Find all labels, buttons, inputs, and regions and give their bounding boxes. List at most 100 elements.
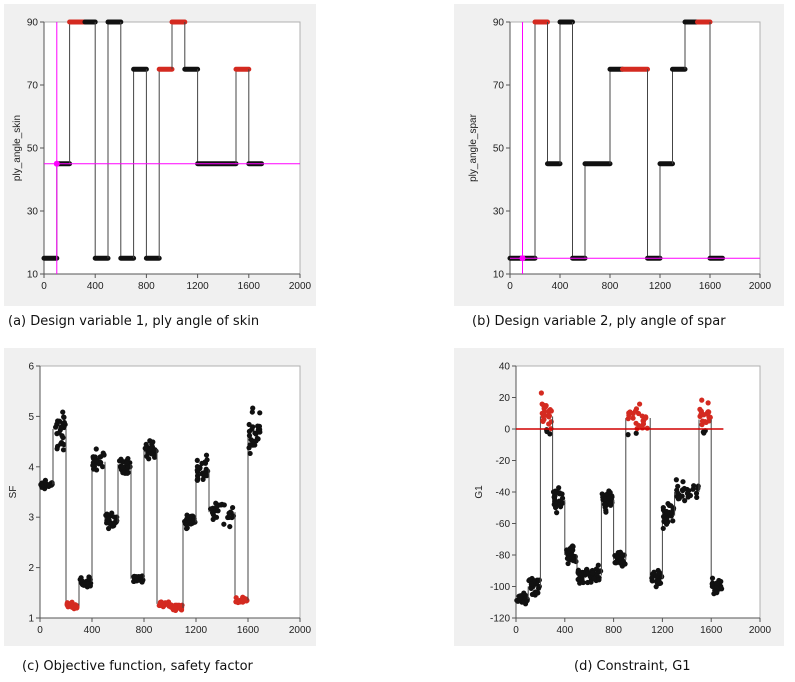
data-point (709, 581, 715, 587)
data-point (69, 599, 75, 605)
data-point (107, 521, 113, 527)
x-tick-label: 1200 (185, 625, 208, 636)
data-point (114, 514, 120, 520)
data-point (541, 405, 547, 412)
x-tick-label: 2000 (289, 281, 312, 292)
data-point (147, 438, 153, 444)
y-tick-label: 10 (493, 270, 505, 281)
data-point (247, 450, 253, 457)
data-point (54, 421, 60, 427)
data-point (718, 578, 724, 585)
data-point (643, 414, 649, 420)
y-tick-label: 70 (493, 81, 505, 92)
data-point (660, 525, 666, 532)
data-point (680, 479, 686, 485)
data-point (160, 600, 166, 607)
y-tick-label: 90 (27, 18, 39, 29)
chart-svg-d: 0 400 800 1200 1600 2000 -120 -100 -80 -60 -40 -20 0… (454, 348, 784, 646)
data-point (61, 419, 67, 426)
data-point (580, 579, 586, 586)
data-point (589, 570, 596, 576)
data-point (227, 523, 233, 530)
guide-marker (519, 255, 526, 262)
y-tick-label: 5 (28, 412, 34, 423)
data-point (528, 581, 535, 587)
data-point (183, 522, 189, 528)
data-point (190, 518, 196, 524)
data-point (91, 463, 97, 469)
data-point (109, 510, 115, 516)
data-point (134, 578, 140, 584)
y-tick-label: 90 (493, 18, 505, 29)
data-point (246, 433, 253, 439)
chart-panel-a: 0 400 800 1200 1600 2000 10 30 50 70 90 ply_angle_s… (4, 4, 316, 306)
y-tick-label: -100 (490, 582, 510, 593)
data-point (194, 477, 200, 483)
data-point (614, 554, 620, 560)
data-point (556, 485, 562, 491)
x-tick-label: 1600 (238, 281, 261, 292)
data-point (617, 549, 623, 555)
data-point (218, 502, 224, 508)
data-point (119, 464, 126, 470)
data-point (699, 397, 705, 403)
caption-c: (c) Objective function, safety factor (22, 659, 253, 674)
data-point (524, 597, 530, 604)
data-point (529, 591, 535, 598)
chart-panel-d: 0 400 800 1200 1600 2000 -120 -100 -80 -60 -40 -20 0… (454, 348, 784, 646)
data-point (60, 435, 66, 441)
data-point (706, 409, 712, 415)
data-point (712, 588, 718, 594)
x-tick-label: 800 (138, 281, 155, 292)
y-tick-label: 40 (499, 362, 511, 373)
data-point (536, 577, 542, 583)
data-point (146, 456, 152, 462)
data-point (194, 457, 200, 464)
data-point (695, 485, 701, 491)
data-point (633, 430, 639, 436)
x-tick-label: 400 (84, 625, 101, 636)
y-tick-label: 70 (27, 81, 39, 92)
data-point (528, 585, 534, 591)
data-point (226, 514, 232, 521)
data-point (565, 560, 571, 567)
y-tick-label: -120 (490, 614, 510, 625)
x-tick-label: 1200 (186, 281, 209, 292)
data-point (546, 421, 552, 427)
guide-marker (53, 160, 60, 167)
data-point (559, 495, 566, 501)
data-point (105, 515, 111, 522)
x-tick-label: 800 (136, 625, 153, 636)
data-point (675, 483, 681, 489)
y-axis-label: G1 (474, 485, 485, 499)
data-point (659, 573, 665, 580)
y-tick-label: 10 (27, 270, 39, 281)
data-point (679, 493, 685, 499)
data-point (240, 597, 246, 604)
data-point (705, 400, 711, 406)
data-point (706, 414, 712, 420)
y-tick-label: 4 (28, 462, 34, 473)
y-tick-label: 2 (28, 563, 34, 574)
data-point (632, 408, 639, 414)
y-tick-label: 3 (28, 513, 34, 524)
data-point (252, 430, 258, 436)
data-point (625, 416, 631, 422)
data-point (56, 430, 62, 436)
data-point (255, 436, 261, 442)
data-point (233, 595, 239, 601)
data-point (669, 510, 675, 516)
data-point (93, 457, 100, 463)
data-point (540, 413, 546, 420)
x-tick-label: 2000 (289, 625, 312, 636)
data-point (61, 441, 67, 448)
data-point (246, 421, 252, 428)
chart-panel-c: 0 400 800 1200 1600 2000 1 2 3 4 5 6 SF (4, 348, 316, 646)
data-point (656, 578, 662, 584)
y-tick-label: 20 (499, 393, 511, 404)
data-point (61, 414, 67, 420)
data-point (93, 446, 99, 452)
data-point (213, 514, 220, 520)
data-point (684, 490, 691, 497)
data-point (515, 598, 521, 604)
